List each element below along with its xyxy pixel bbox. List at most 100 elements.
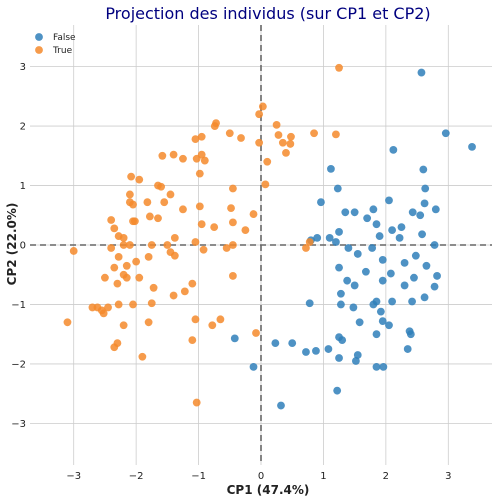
point-true [200,156,209,165]
point-false [369,300,378,309]
point-true [170,233,179,242]
point-true [122,273,131,282]
x-tick-label: 3 [445,471,451,482]
point-false [378,255,387,264]
point-true [310,129,318,138]
point-true [191,315,200,324]
point-true [237,134,245,142]
point-true [63,318,72,327]
point-true [119,241,128,249]
point-false [441,129,450,138]
point-false [349,303,358,312]
point-true [125,190,134,199]
point-false [420,293,429,302]
point-false [420,199,429,208]
point-true [101,273,109,282]
point-false [419,165,428,174]
point-true [158,151,167,160]
point-false [317,198,325,207]
point-false [353,250,362,258]
point-true [191,135,200,144]
point-true [255,138,264,147]
point-true [195,202,204,211]
point-false [395,233,404,242]
point-true [216,315,225,324]
point-true [191,238,200,246]
point-false [249,362,258,371]
point-true [199,245,208,254]
point-false [327,164,335,173]
point-false [397,223,406,232]
point-true [210,223,219,232]
point-true [135,273,144,282]
y-tick-label: 3 [20,62,26,73]
x-tick-label: 2 [383,471,389,482]
point-false [369,205,378,214]
point-false [335,228,343,236]
point-true [114,252,123,261]
point-false [312,346,320,355]
point-true [229,272,237,280]
point-true [225,129,234,138]
point-true [170,251,179,260]
point-false [408,297,416,306]
y-tick-label: 0 [20,241,26,252]
y-axis-label: CP2 (22.0%) [5,203,19,286]
point-true [147,299,156,308]
point-true [335,63,343,72]
point-false [421,184,430,193]
point-true [210,122,219,130]
point-true [129,200,137,209]
point-true [208,321,217,330]
point-true [129,300,137,309]
point-true [157,182,166,191]
point-false [403,345,412,353]
point-false [411,251,420,260]
legend-label-false: False [53,33,76,43]
point-true [113,279,122,288]
legend: False True [35,33,76,56]
point-false [385,196,393,205]
point-false [406,330,415,339]
point-false [430,282,439,291]
point-false [422,261,431,270]
point-true [122,261,131,270]
point-false [388,297,397,306]
point-true [160,198,169,207]
point-true [229,184,237,193]
data-points [63,63,476,410]
point-true [113,339,122,348]
point-true [143,198,152,207]
point-false [378,317,387,326]
point-false [271,339,280,348]
point-false [361,267,370,276]
point-true [274,131,283,139]
point-false [333,386,342,395]
point-false [302,348,310,356]
point-true [135,175,144,184]
point-false [375,232,384,240]
point-false [431,205,440,214]
point-true [110,224,119,233]
reference-lines [30,25,492,465]
point-true [282,148,290,157]
point-false [368,244,377,252]
point-true [88,303,97,312]
point-false [313,233,322,242]
point-false [343,276,352,285]
point-false [372,330,381,339]
point-true [302,244,310,252]
legend-label-true: True [52,46,73,56]
point-false [363,214,372,223]
point-false [325,233,334,242]
point-false [337,300,345,309]
point-true [149,283,158,292]
point-true [222,244,231,252]
point-true [252,329,260,337]
point-false [379,362,388,371]
point-false [408,208,417,217]
point-false [350,208,359,217]
point-false [351,357,360,365]
legend-marker-false [35,33,43,41]
point-false [468,142,476,151]
